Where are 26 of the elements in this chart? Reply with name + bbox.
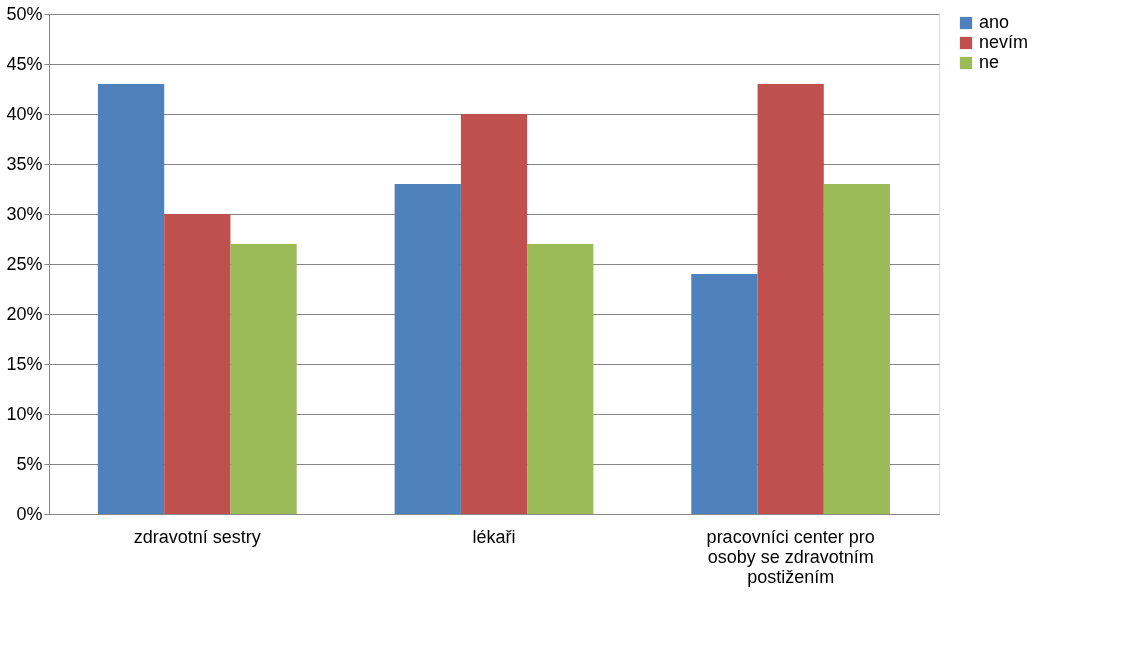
bar [527,244,594,514]
x-tick-label: pracovníci center pro osoby se zdravotním postižením [706,526,875,587]
bar [757,84,824,514]
bar [164,214,231,514]
y-tick-label: 50% [6,3,43,24]
bar [97,84,165,514]
legend-label: ano [979,12,1010,32]
bar [394,184,461,514]
legend-label: nevím [979,32,1029,52]
legend-label: ne [979,52,1000,72]
bar [691,274,758,514]
y-tick-label: 20% [6,303,43,324]
y-tick-label: 10% [6,403,43,424]
y-tick-label: 25% [6,253,43,274]
y-tick-label: 40% [6,103,43,124]
x-tick-label: lékaři [472,526,516,547]
bar [823,184,891,514]
y-tick-label: 15% [6,353,43,374]
y-tick-label: 0% [16,503,43,524]
y-tick-label: 35% [6,153,43,174]
y-tick-label: 5% [16,453,43,474]
y-tick-label: 45% [6,53,43,74]
bar [230,244,297,514]
x-tick-label: zdravotní sestry [133,526,261,547]
y-tick-label: 30% [6,203,43,224]
bar [460,114,528,514]
